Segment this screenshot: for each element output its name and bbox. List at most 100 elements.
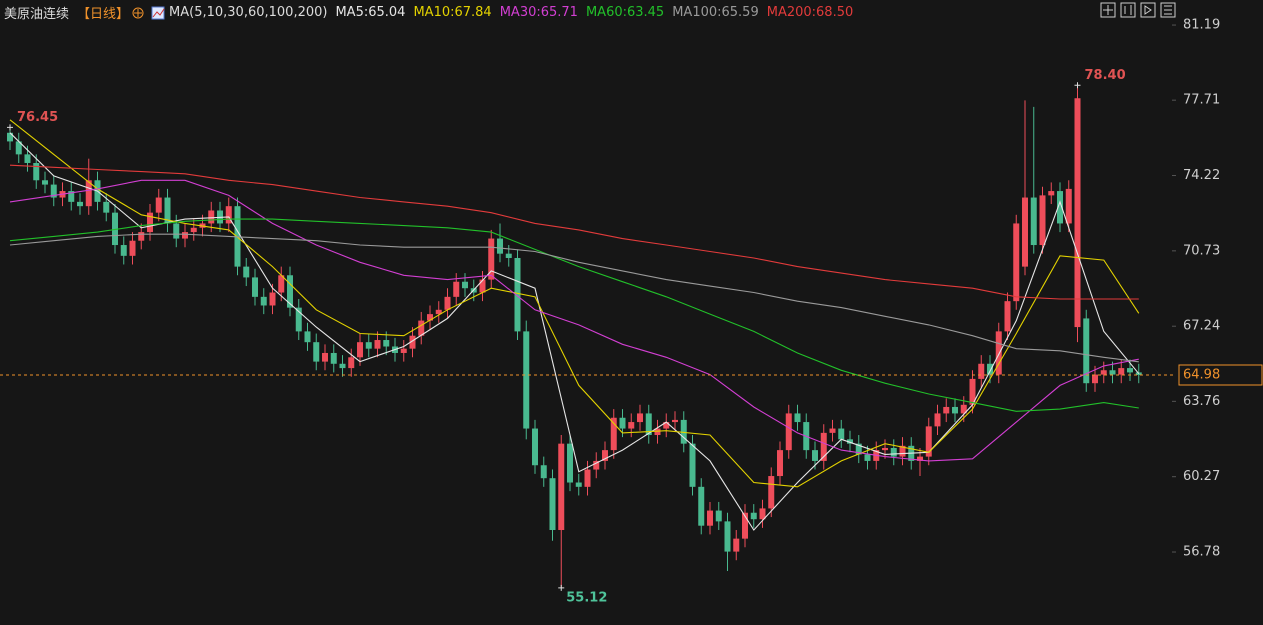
candle-body <box>330 352 337 364</box>
candle-body <box>252 277 258 297</box>
candle-body <box>348 357 355 369</box>
candle-body <box>164 197 171 224</box>
icon-layout[interactable] <box>1160 2 1176 18</box>
candle-body <box>558 443 565 531</box>
candle-body <box>435 309 442 315</box>
candle-body <box>339 363 346 369</box>
candle-body <box>628 422 635 429</box>
y-tick-label: 63.76 <box>1183 394 1220 409</box>
candle-body <box>295 307 302 332</box>
candle-body <box>672 419 678 423</box>
candle-body <box>987 363 993 375</box>
candle-body <box>24 154 31 163</box>
icon-crosshair[interactable] <box>1100 2 1116 18</box>
candle-body <box>208 210 215 224</box>
candle-body <box>112 212 118 246</box>
candle-body <box>453 281 460 297</box>
header: 美原油连续 【日线】 MA(5,10,30,60,100,200) MA5:65… <box>4 3 861 22</box>
high-label: 78.40 <box>1085 68 1126 83</box>
low-marker <box>558 584 565 591</box>
candle-body <box>85 180 92 207</box>
candle-body <box>794 413 801 423</box>
candle-body <box>120 245 127 256</box>
candle-body <box>383 340 390 347</box>
candle-body <box>925 426 932 457</box>
icon-play[interactable] <box>1140 2 1156 18</box>
last-price-box <box>1178 364 1263 386</box>
candle-body <box>1022 197 1028 267</box>
candle-body <box>33 162 40 181</box>
candle-body <box>952 406 958 414</box>
candle-body <box>190 227 197 233</box>
indicator: MA(5,10,30,60,100,200) <box>169 5 328 20</box>
ma-line <box>9 164 1139 300</box>
ma-line <box>9 218 1139 412</box>
candle-body <box>182 232 188 239</box>
legend-entry: MA5:65.04 <box>335 5 406 20</box>
candle-body <box>969 378 976 405</box>
period[interactable]: 【日线】 <box>77 7 130 22</box>
y-tick-label: 60.27 <box>1183 469 1220 484</box>
candle-body <box>715 510 722 522</box>
legend-entry: MA60:63.45 <box>585 5 665 20</box>
candle-body <box>855 443 862 455</box>
high-label: 76.45 <box>17 110 58 125</box>
candle-body <box>304 331 311 343</box>
candle-body <box>978 363 985 379</box>
candle-body <box>147 212 153 233</box>
indicator-icon[interactable] <box>151 6 165 20</box>
y-tick-label: 70.73 <box>1183 243 1220 258</box>
candle-body <box>610 417 617 451</box>
candle-body <box>7 132 13 142</box>
candle-body <box>523 331 530 429</box>
toolbar-icons[interactable] <box>1100 2 1176 18</box>
candle-body <box>1013 223 1020 302</box>
candle-body <box>532 428 538 466</box>
candle-body <box>1065 188 1072 224</box>
candle-body <box>812 450 818 461</box>
candle-body <box>637 413 643 423</box>
candle-body <box>427 314 433 321</box>
candle-body <box>278 275 285 293</box>
candle-body <box>1100 370 1107 375</box>
candle-body <box>400 348 407 353</box>
candle-body <box>488 238 495 280</box>
candle-body <box>847 439 853 444</box>
candle-body <box>733 538 740 552</box>
ma-line <box>9 233 1139 363</box>
candle-body <box>540 465 547 479</box>
chart-title: 美原油连续 <box>4 7 70 22</box>
candle-body <box>15 141 22 155</box>
candle-body <box>698 486 705 526</box>
candle-body <box>549 478 556 531</box>
candle-body <box>934 413 941 427</box>
candle-body <box>619 417 626 429</box>
candle-body <box>260 296 267 306</box>
ma-line <box>9 132 1140 531</box>
legend-entry: MA10:67.84 <box>413 5 492 20</box>
y-tick-label: 77.71 <box>1183 93 1220 108</box>
candle-body <box>575 482 582 487</box>
y-tick-label: 74.22 <box>1183 168 1220 183</box>
candle-body <box>943 406 950 414</box>
candle-body <box>497 238 503 254</box>
candle-body <box>1083 318 1090 384</box>
candle-body <box>707 510 713 526</box>
candle-body <box>444 296 451 310</box>
candle-body <box>1074 98 1081 328</box>
candle-body <box>593 460 600 470</box>
candle-body <box>462 281 468 289</box>
candle-body <box>77 201 83 207</box>
last-price-label: 64.98 <box>1183 368 1220 383</box>
candle-body <box>479 279 486 293</box>
add-icon[interactable] <box>131 6 145 20</box>
candle-body <box>243 266 250 278</box>
high-marker <box>7 124 13 131</box>
icon-candle[interactable] <box>1120 2 1136 18</box>
y-tick-label: 81.19 <box>1183 18 1220 33</box>
candle-body <box>418 320 425 336</box>
candle-body <box>882 447 888 451</box>
candle-body <box>899 445 906 457</box>
